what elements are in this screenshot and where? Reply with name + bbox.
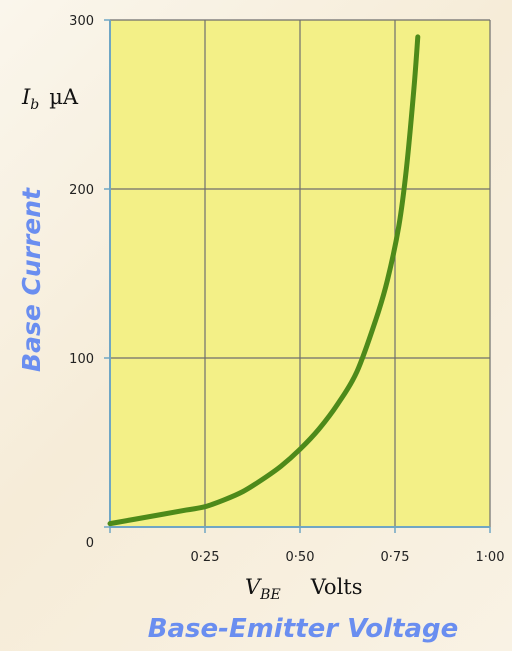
y-unit-label: Ib µA [21, 85, 79, 113]
y-tick-label: 100 [69, 352, 94, 367]
x-tick-label: 0·25 [191, 550, 220, 565]
x-axis-title: Base-Emitter Voltage [148, 614, 459, 644]
tick-labels: 0 0·25 0·50 0·75 1·00 100 200 300 [69, 14, 504, 565]
y-tick-label: 200 [69, 183, 94, 198]
x-tick-label: 0·75 [381, 550, 410, 565]
x-unit-label: VBE Volts [245, 575, 363, 603]
axes [104, 19, 491, 533]
x-tick-label: 1·00 [476, 550, 505, 565]
x-tick-label: 0·50 [286, 550, 315, 565]
y-unit-text: µA [49, 85, 79, 109]
y-tick-label: 300 [69, 14, 94, 29]
y-axis-title: Base Current [17, 187, 46, 372]
x-unit-symbol: V [245, 575, 262, 599]
x-tick-label: 0 [86, 536, 94, 551]
grid-lines [110, 19, 491, 527]
x-unit-text: Volts [310, 575, 363, 599]
y-unit-subscript: b [30, 97, 39, 113]
y-unit-symbol: I [21, 85, 31, 109]
x-unit-subscript: BE [259, 587, 281, 603]
series-line [107, 34, 421, 527]
